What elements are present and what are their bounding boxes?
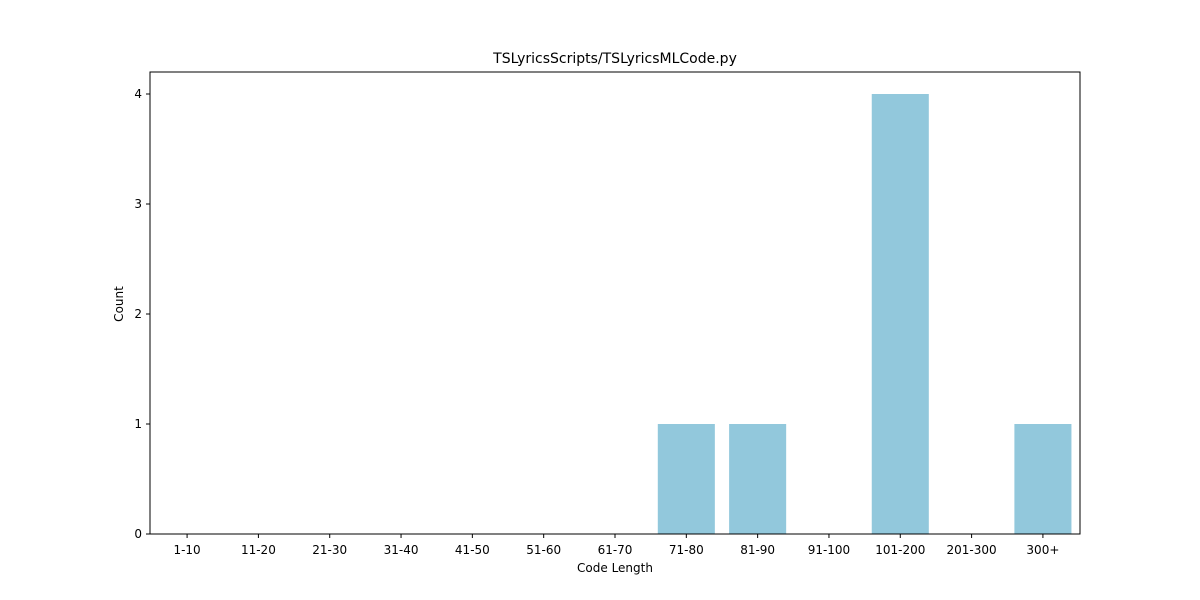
y-tick-label: 0 (134, 527, 142, 541)
x-tick-label: 81-90 (740, 543, 775, 557)
x-axis-label: Code Length (577, 561, 653, 575)
x-tick-label: 201-300 (947, 543, 997, 557)
bars-group (657, 94, 1072, 534)
y-axis-label: Count (112, 286, 126, 322)
y-tick-label: 1 (134, 417, 142, 431)
x-tick-label: 31-40 (384, 543, 419, 557)
y-tick-label: 3 (134, 197, 142, 211)
x-tick-label: 11-20 (241, 543, 276, 557)
bar-71-80 (657, 424, 715, 534)
plot-frame (149, 71, 1081, 535)
x-tick-label: 51-60 (526, 543, 561, 557)
x-tick-label: 21-30 (312, 543, 347, 557)
x-tick-label: 101-200 (875, 543, 925, 557)
bar-81-90 (729, 424, 787, 534)
x-tick-label: 71-80 (669, 543, 704, 557)
bar-300+ (1014, 424, 1072, 534)
x-ticks-group: 1-10 11-20 21-30 31-40 41-50 51-60 61-70 71-80 8… (173, 534, 1059, 557)
x-tick-label: 41-50 (455, 543, 490, 557)
y-tick-label: 2 (134, 307, 142, 321)
bar-101-200 (871, 94, 929, 534)
x-tick-label: 61-70 (598, 543, 633, 557)
x-tick-label: 91-100 (808, 543, 851, 557)
x-tick-label: 300+ (1026, 543, 1059, 557)
y-tick-label: 4 (134, 87, 142, 101)
x-tick-label: 1-10 (173, 543, 200, 557)
y-ticks-group: 0 1 2 3 4 (134, 87, 150, 541)
chart-title: TSLyricsScripts/TSLyricsMLCode.py (492, 51, 737, 67)
